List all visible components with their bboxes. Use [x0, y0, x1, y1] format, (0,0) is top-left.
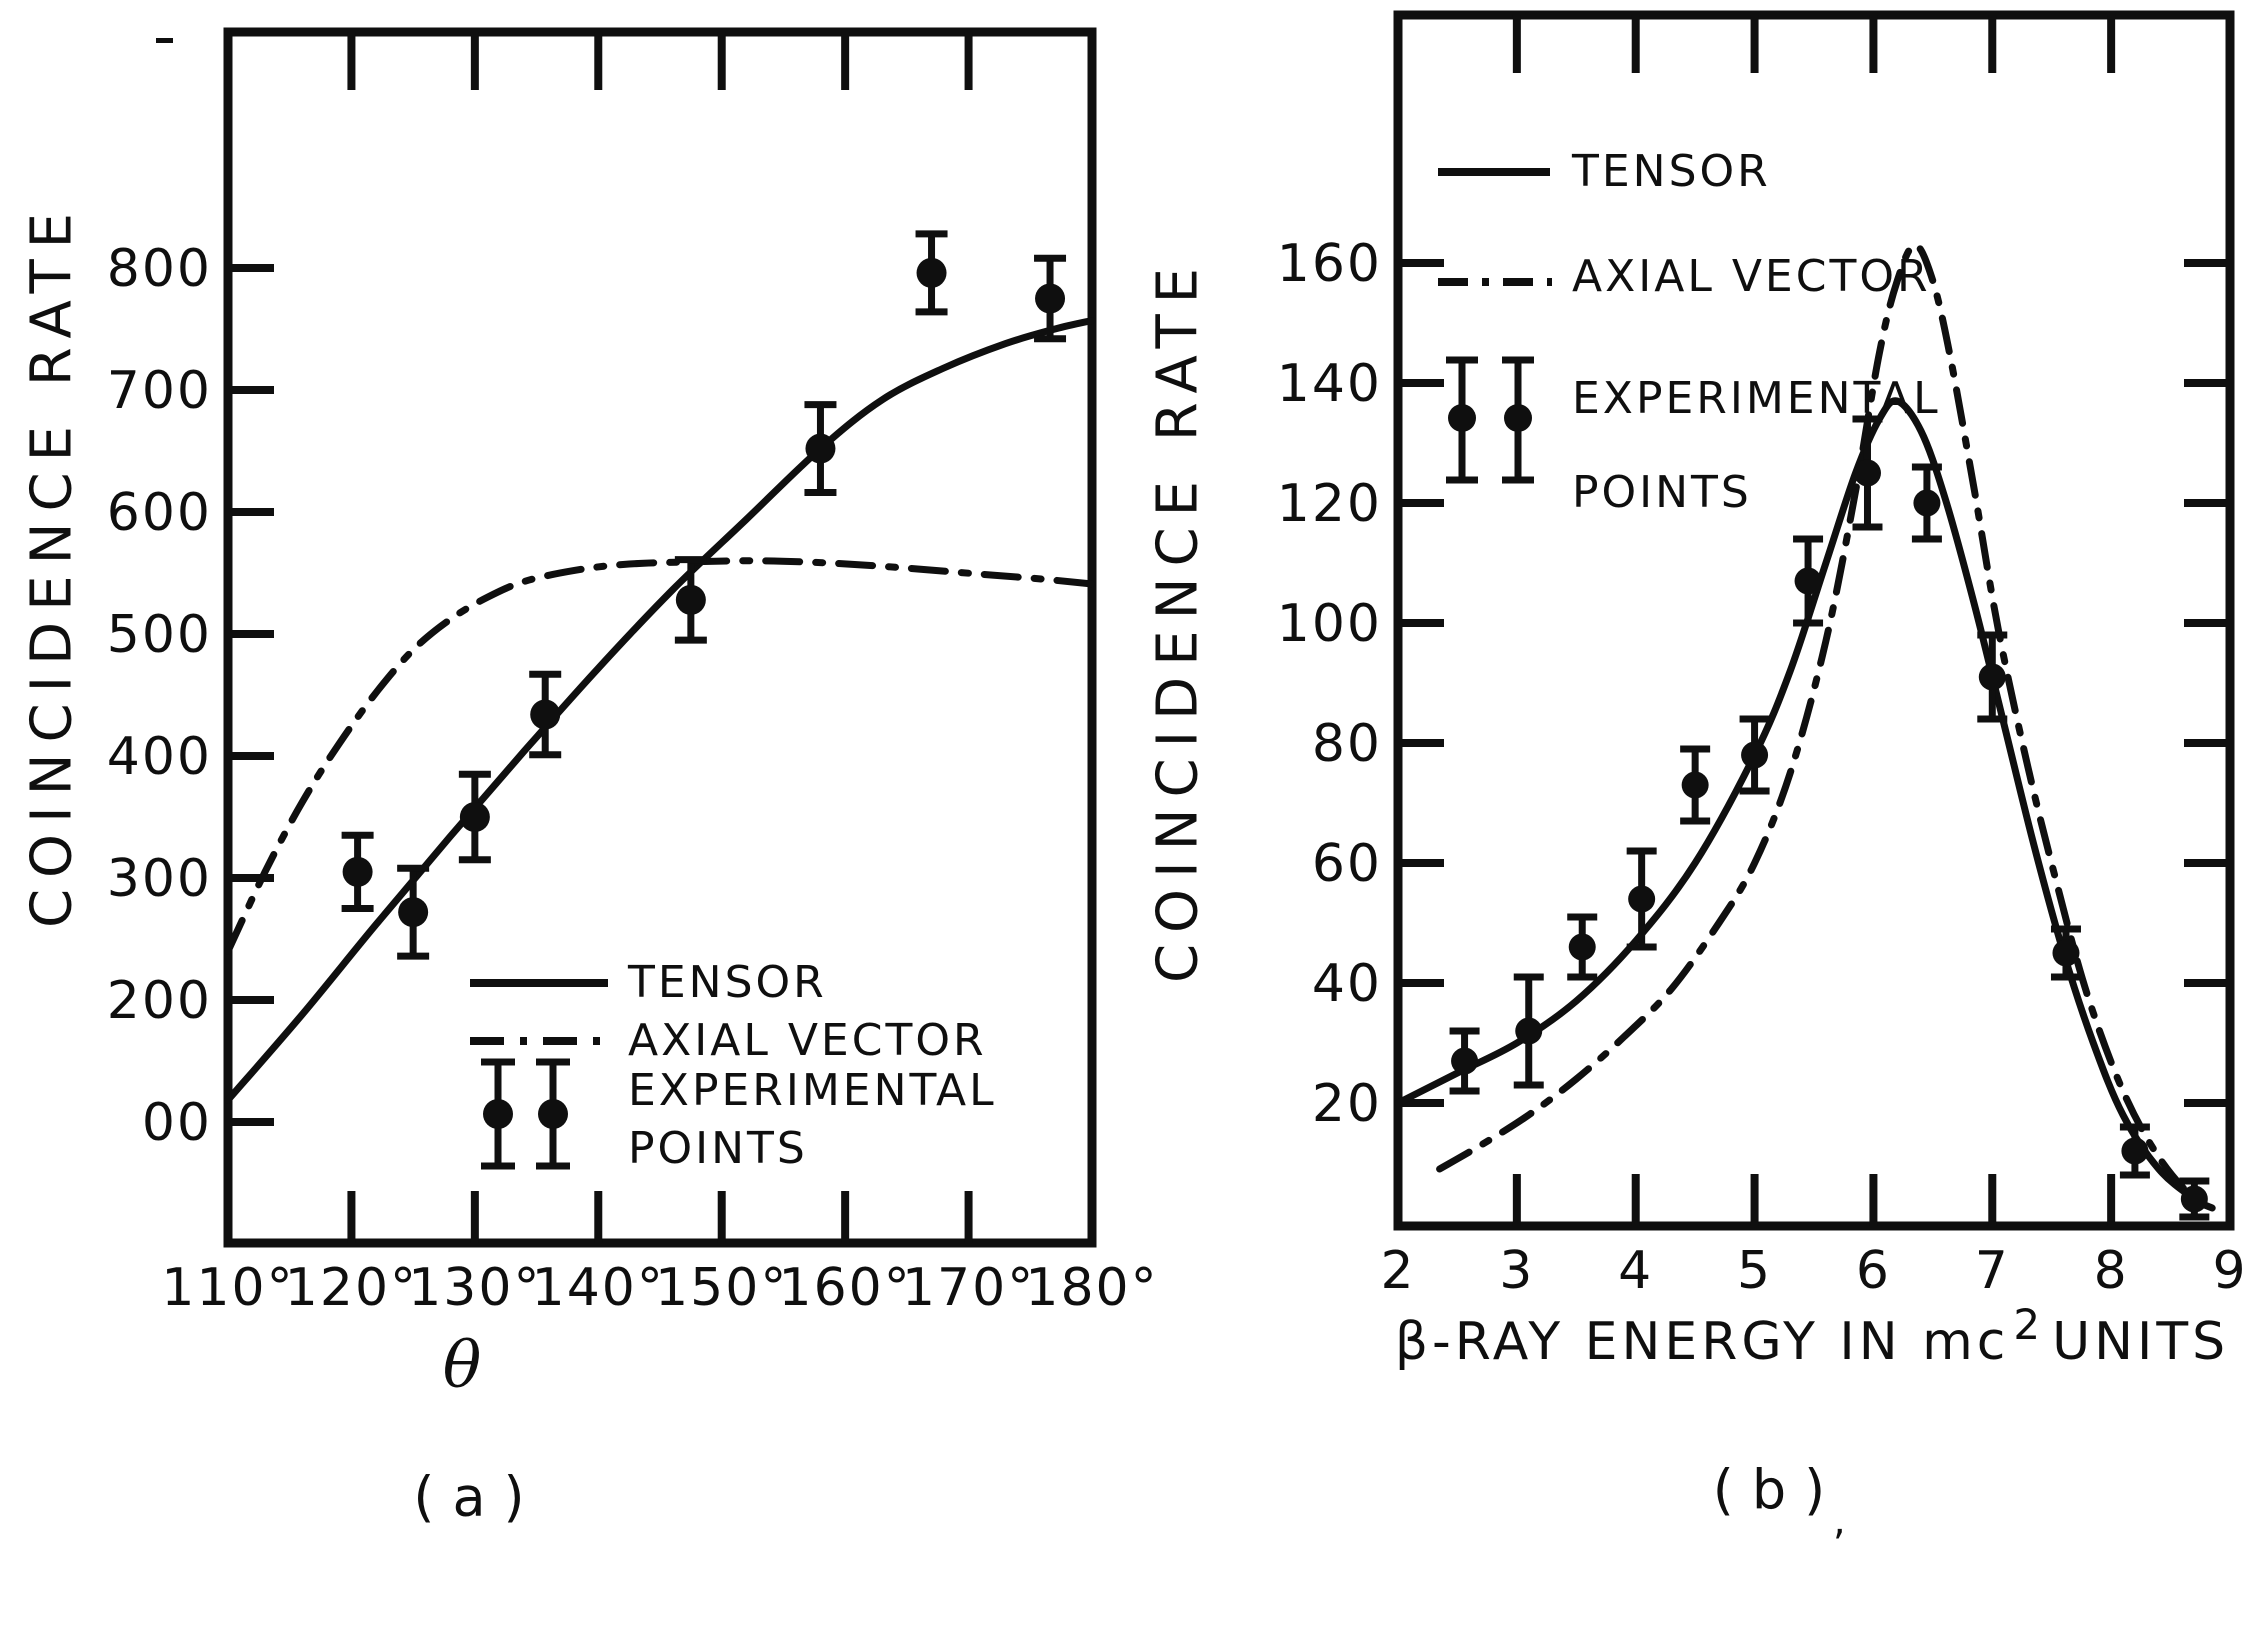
x-tick-label-b: 7 [1975, 1241, 2010, 1301]
experimental-point-b [1628, 885, 1656, 913]
y-tick-label-a: 400 [107, 727, 212, 787]
experimental-point-a [398, 897, 429, 928]
legend-experimental-line1-a: EXPERIMENTAL [628, 1065, 997, 1116]
experimental-point-b [1451, 1047, 1479, 1075]
x-axis-title-b-post: UNITS [2052, 1312, 2230, 1372]
solid-line-icon [470, 979, 608, 987]
y-tick-label-b: 80 [1312, 714, 1382, 774]
y-tick-label-b: 100 [1277, 594, 1382, 654]
x-axis-title-b-pre: β-RAY ENERGY IN mc [1394, 1312, 2010, 1372]
y-tick-label-a: 500 [107, 605, 212, 665]
x-tick-label-a: 170° [902, 1258, 1035, 1318]
tensor-curve-a [224, 317, 1096, 1104]
legend-experimental-line1-b: EXPERIMENTAL [1572, 373, 1941, 424]
experimental-point-b [1794, 567, 1822, 595]
y-tick-label-a: 200 [107, 971, 212, 1031]
error-bar-points-icon [481, 1058, 570, 1170]
y-axis-title-b: COINCIDENCE RATE [1145, 256, 1211, 984]
experimental-point-b [1853, 459, 1881, 487]
axial-vector-curve-b [1436, 241, 2216, 1209]
experimental-point-a [342, 856, 373, 887]
x-tick-label-a: 110° [161, 1258, 294, 1318]
y-tick-label-a: 300 [107, 849, 212, 909]
legend-experimental-label-b: EXPERIMENTAL POINTS [1572, 352, 1941, 540]
legend-axial-vector-label-b: AXIAL VECTOR [1572, 251, 1931, 302]
solid-line-icon [1438, 168, 1550, 176]
experimental-point-b [1515, 1017, 1543, 1045]
dash-dot-line-icon [470, 1037, 614, 1045]
x-tick-label-b: 3 [1499, 1241, 1534, 1301]
y-tick-label-b: 140 [1277, 354, 1382, 414]
stray-comma-mark: , [1833, 1498, 1846, 1544]
experimental-point-a [805, 433, 836, 464]
x-tick-label-b: 9 [2212, 1241, 2247, 1301]
x-tick-label-a: 180° [1025, 1258, 1158, 1318]
x-tick-label-b: 6 [1856, 1241, 1891, 1301]
x-tick-label-a: 120° [285, 1258, 418, 1318]
experimental-point-b [2121, 1137, 2149, 1165]
experimental-point-b [1978, 663, 2006, 691]
y-tick-label-b: 40 [1312, 954, 1382, 1014]
x-tick-label-b: 5 [1737, 1241, 1772, 1301]
x-axis-title-a: θ [442, 1329, 482, 1403]
legend-experimental-line2-b: POINTS [1572, 467, 1752, 518]
legend-experimental-label-a: EXPERIMENTAL POINTS [628, 1062, 997, 1178]
y-tick-label-b: 60 [1312, 834, 1382, 894]
x-tick-label-b: 8 [2094, 1241, 2129, 1301]
y-tick-label-a: 700 [107, 361, 212, 421]
legend-tensor-label-b: TENSOR [1572, 146, 1771, 197]
y-tick-label-b: 20 [1312, 1074, 1382, 1134]
legend-axial-vector-label-a: AXIAL VECTOR [628, 1015, 987, 1066]
experimental-point-b [1568, 933, 1596, 961]
experimental-point-a [459, 802, 490, 832]
axial-vector-curve-a [224, 557, 1096, 955]
stray-scan-mark [156, 38, 173, 43]
experimental-point-b [1913, 489, 1941, 517]
experimental-point-b [1681, 771, 1709, 799]
experimental-point-b [2180, 1185, 2208, 1213]
panel-label-b: (b) [1712, 1458, 1844, 1522]
legend-experimental-line2-a: POINTS [628, 1123, 808, 1174]
panel-label-a: (a) [413, 1465, 543, 1529]
experimental-point-a [1035, 283, 1066, 314]
x-tick-label-b: 4 [1618, 1241, 1653, 1301]
error-bar-points-icon [1446, 356, 1534, 484]
x-tick-label-a: 130° [408, 1258, 541, 1318]
experimental-point-a [916, 257, 947, 288]
y-tick-label-a: 600 [107, 483, 212, 543]
x-tick-label-a: 140° [532, 1258, 665, 1318]
experimental-point-a [530, 699, 561, 730]
experimental-point-b [2052, 939, 2080, 967]
experimental-point-b [1741, 741, 1769, 769]
y-axis-title-a: COINCIDENCE RATE [19, 201, 85, 929]
experimental-point-a [675, 584, 706, 615]
y-tick-label-a: 00 [142, 1093, 212, 1153]
y-tick-label-b: 160 [1277, 234, 1382, 294]
y-tick-label-b: 120 [1277, 474, 1382, 534]
x-tick-label-a: 150° [655, 1258, 788, 1318]
x-tick-label-b: 2 [1380, 1241, 1415, 1301]
x-tick-label-a: 160° [779, 1258, 912, 1318]
x-axis-title-b-sup: 2 [2013, 1300, 2045, 1349]
y-tick-label-a: 800 [107, 239, 212, 299]
dash-dot-line-icon [1438, 278, 1552, 286]
legend-tensor-label-a: TENSOR [628, 957, 827, 1008]
x-axis-title-b: β-RAY ENERGY IN mc2 UNITS [1394, 1300, 2230, 1372]
